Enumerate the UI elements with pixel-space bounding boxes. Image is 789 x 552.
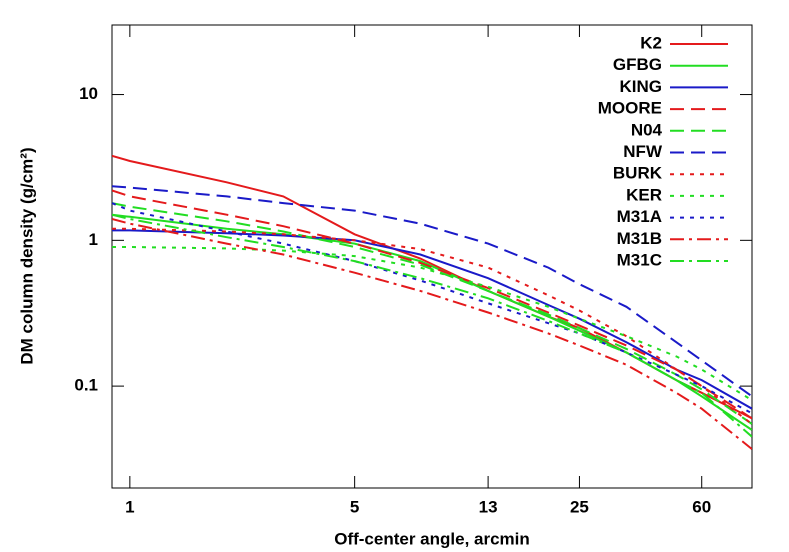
series-line [112,227,752,425]
legend-label: M31C [617,250,662,269]
legend-label: BURK [613,164,663,183]
legend-label: M31A [617,207,662,226]
legend-label: K2 [640,33,662,52]
y-tick-label: 0.1 [74,376,98,395]
plot-lines [112,154,752,450]
x-tick-label: 60 [692,497,711,516]
legend-label: N04 [631,120,663,139]
legend-label: KING [620,77,663,96]
x-tick-label: 1 [125,497,134,516]
y-tick-label: 1 [89,230,98,249]
series-line [112,213,752,438]
legend-label: KER [626,185,662,204]
plot-frame [111,24,753,489]
x-axis-label: Off-center angle, arcmin [334,529,530,548]
y-axis-label: DM column density (g/cm²) [17,147,36,364]
legend-label: GFBG [613,55,662,74]
series-line [112,218,752,450]
legend-label: NFW [623,142,663,161]
y-tick-label: 10 [79,84,98,103]
x-tick-label: 25 [570,497,589,516]
x-tick-label: 13 [479,497,498,516]
series-line [112,185,752,398]
legend-label: MOORE [598,99,662,118]
legend-label: M31B [617,229,662,248]
series-line [112,246,752,402]
series-line [112,202,752,415]
x-tick-label: 5 [350,497,359,516]
